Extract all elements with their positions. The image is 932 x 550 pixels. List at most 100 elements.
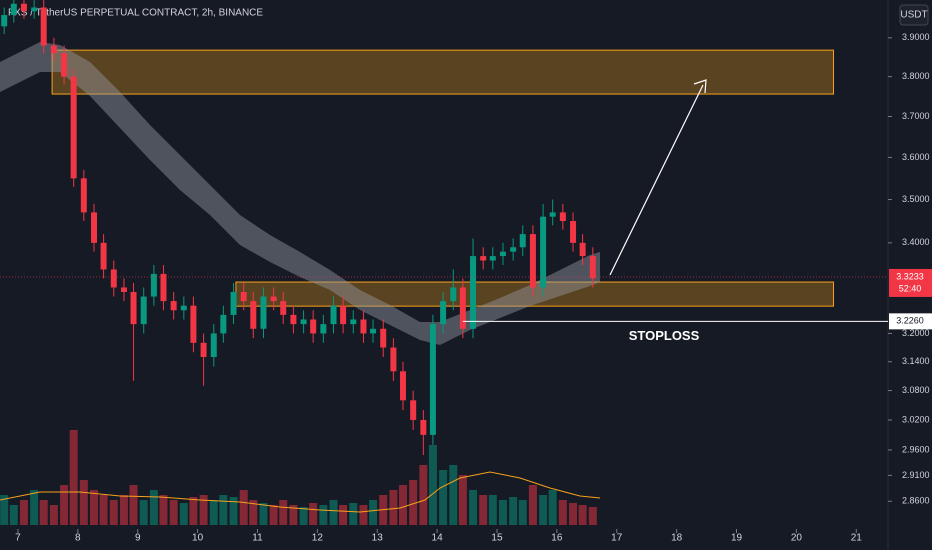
candle-body bbox=[140, 296, 147, 325]
chart-title: FXS / TetherUS PERPETUAL CONTRACT, 2h, B… bbox=[8, 8, 263, 19]
volume-bar bbox=[79, 480, 88, 525]
x-tick-label: 21 bbox=[851, 533, 863, 544]
volume-bar bbox=[169, 500, 178, 525]
volume-bar bbox=[428, 445, 437, 525]
candle-body bbox=[589, 256, 596, 279]
stoploss-label: STOPLOSS bbox=[629, 328, 700, 343]
candle-body bbox=[280, 301, 287, 315]
candle-body bbox=[230, 291, 237, 315]
candle-body bbox=[180, 305, 187, 311]
volume-bar bbox=[149, 490, 158, 525]
candle-body bbox=[10, 3, 17, 16]
x-tick-label: 15 bbox=[491, 533, 503, 544]
candle-body bbox=[450, 287, 457, 302]
volume-bar bbox=[369, 500, 378, 525]
volume-bar bbox=[458, 475, 467, 525]
candle-body bbox=[540, 216, 547, 288]
volume-bar bbox=[189, 497, 198, 525]
y-tick-label: 3.7000 bbox=[902, 111, 930, 121]
volume-bar bbox=[60, 485, 69, 525]
volume-bar bbox=[289, 505, 298, 525]
candle-body bbox=[40, 7, 47, 46]
x-tick-label: 12 bbox=[312, 533, 324, 544]
y-tick-label: 3.5000 bbox=[902, 194, 930, 204]
zone bbox=[51, 49, 835, 95]
volume-bar bbox=[99, 495, 108, 525]
candle-body bbox=[489, 256, 496, 261]
volume-bar bbox=[329, 500, 338, 525]
volume-bar bbox=[309, 503, 318, 525]
y-tick-label: 2.9100 bbox=[902, 470, 930, 480]
candle-body bbox=[270, 296, 277, 302]
volume-bar bbox=[30, 490, 39, 525]
candle-body bbox=[210, 333, 217, 357]
volume-bar bbox=[449, 465, 458, 525]
candle-body bbox=[240, 291, 247, 302]
x-tick-label: 19 bbox=[731, 533, 743, 544]
candle-body bbox=[100, 242, 107, 270]
x-tick-label: 20 bbox=[791, 533, 803, 544]
candle-body bbox=[350, 319, 357, 325]
candle-body bbox=[510, 247, 517, 252]
candle-body bbox=[519, 234, 526, 248]
candle-body bbox=[160, 273, 167, 302]
candle-body bbox=[290, 314, 297, 325]
volume-bar bbox=[528, 485, 537, 525]
volume-bar bbox=[0, 495, 9, 525]
volume-bar bbox=[279, 500, 288, 525]
candle-body bbox=[91, 212, 98, 243]
candle-body bbox=[20, 3, 27, 12]
volume-bar bbox=[389, 490, 398, 525]
candle-body bbox=[470, 256, 477, 329]
x-tick-label: 10 bbox=[192, 533, 204, 544]
volume-bar bbox=[19, 500, 28, 525]
candle-body bbox=[200, 342, 207, 357]
countdown-label: 52:40 bbox=[899, 283, 922, 293]
volume-bar bbox=[90, 490, 99, 525]
volume-bar bbox=[159, 495, 168, 525]
volume-bar bbox=[39, 500, 48, 525]
y-tick-label: 2.8600 bbox=[902, 496, 930, 506]
stoploss-tag bbox=[889, 313, 932, 330]
volume-bar bbox=[349, 503, 358, 525]
candle-body bbox=[31, 7, 38, 12]
y-tick-label: 3.0200 bbox=[902, 414, 930, 424]
volume-bar bbox=[339, 505, 348, 525]
candle-body bbox=[330, 305, 337, 325]
volume-bar bbox=[569, 503, 578, 525]
candle-body bbox=[170, 301, 177, 311]
volume-bar bbox=[139, 500, 148, 525]
x-tick-label: 11 bbox=[252, 533, 263, 544]
volume-bar bbox=[359, 505, 368, 525]
volume-bar bbox=[49, 505, 58, 525]
volume-bar bbox=[398, 485, 407, 525]
candle-body bbox=[70, 76, 77, 179]
last-price-label: 3.3233 bbox=[896, 271, 924, 281]
x-tick-label: 9 bbox=[135, 533, 141, 544]
currency-button-label[interactable]: USDT bbox=[900, 10, 927, 21]
volume-bar bbox=[509, 497, 518, 525]
arrow-head bbox=[693, 79, 707, 94]
candle-body bbox=[250, 301, 257, 329]
volume-bar bbox=[9, 505, 18, 525]
volume-bar bbox=[518, 500, 527, 525]
candle-body bbox=[300, 319, 307, 325]
candle-body bbox=[390, 347, 397, 372]
volume-bar bbox=[179, 503, 188, 525]
candle-body bbox=[310, 319, 317, 334]
volume-bar bbox=[578, 505, 587, 525]
volume-bar bbox=[129, 485, 138, 525]
x-tick-label: 8 bbox=[75, 533, 81, 544]
candle-body bbox=[190, 305, 197, 343]
volume-bar bbox=[109, 500, 118, 525]
candle-body bbox=[340, 305, 347, 325]
candle-body bbox=[529, 234, 536, 288]
volume-bar bbox=[259, 503, 268, 525]
volume-bar bbox=[119, 495, 128, 525]
candle-body bbox=[380, 328, 387, 348]
candle-body bbox=[150, 273, 157, 297]
volume-bar bbox=[219, 495, 228, 525]
currency-button[interactable] bbox=[899, 4, 929, 26]
candle-body bbox=[370, 328, 377, 334]
x-tick-label: 7 bbox=[15, 533, 21, 544]
